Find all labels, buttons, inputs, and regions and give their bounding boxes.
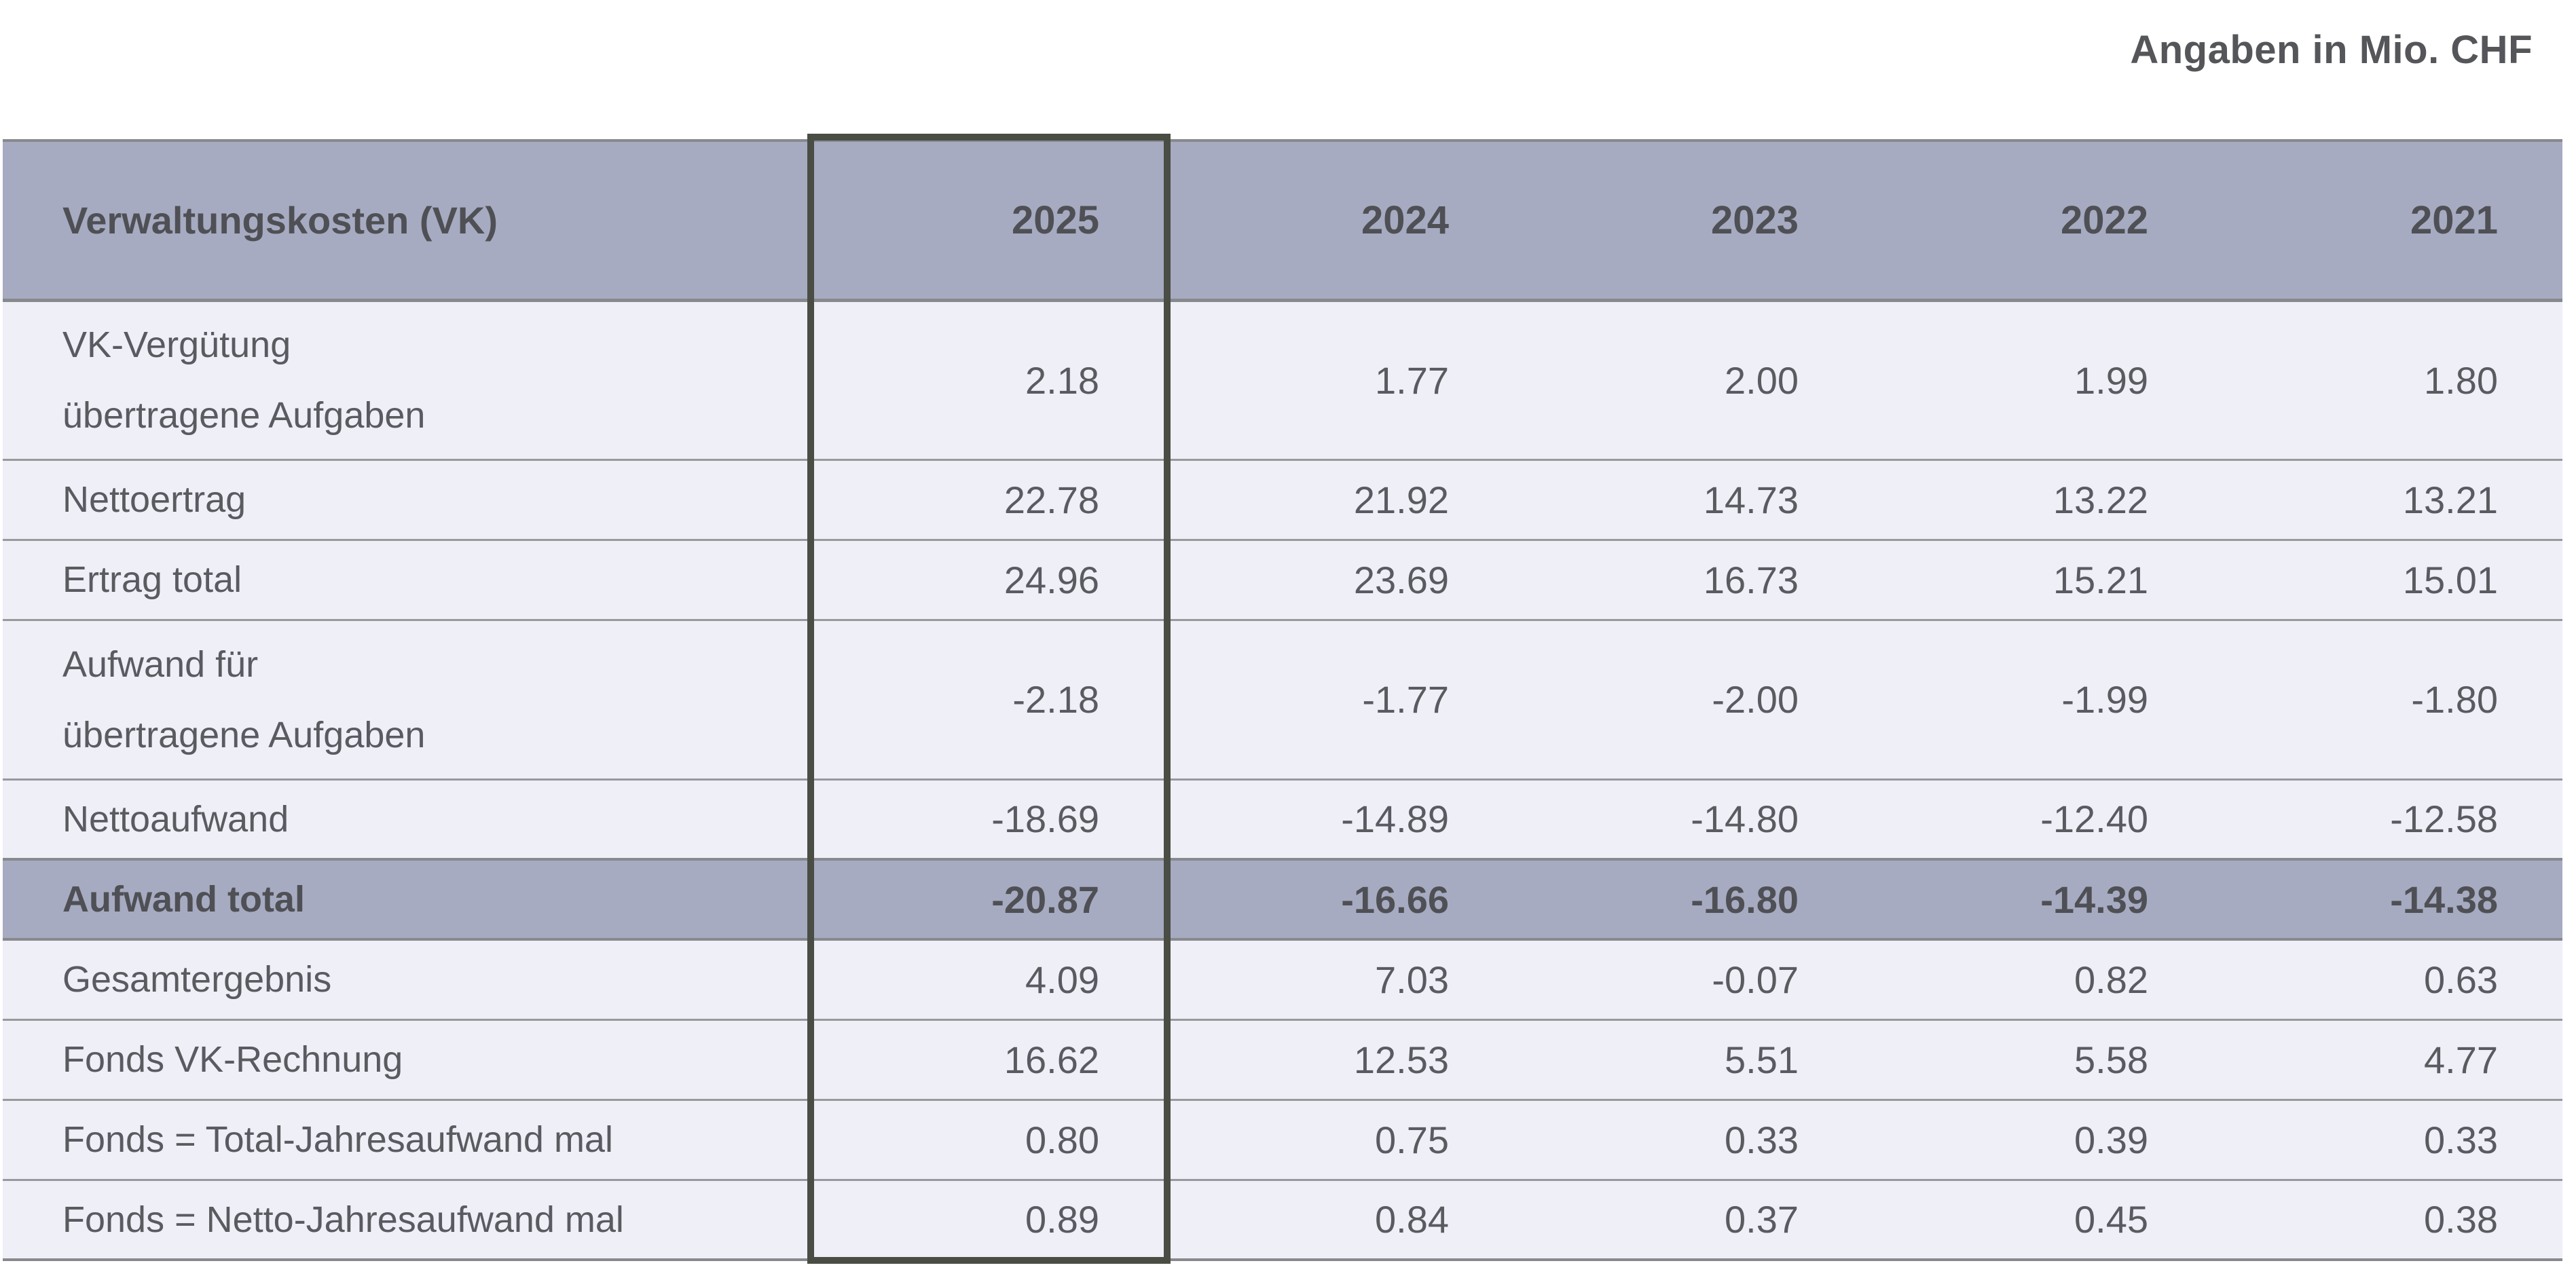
value-cell: -12.40	[1863, 778, 2213, 859]
row-label-line: Gesamtergebnis	[62, 959, 332, 1000]
year-header-2023: 2023	[1513, 140, 1863, 302]
row-label: Fonds = Netto-Jahresaufwand mal	[3, 1178, 814, 1260]
verwaltungskosten-table: Verwaltungskosten (VK) 2025 2024 2023 20…	[3, 139, 2562, 1261]
row-label-line: Aufwand total	[62, 879, 305, 920]
row-label-line: übertragene Aufgaben	[62, 714, 426, 755]
value-cell: -2.18	[814, 618, 1164, 779]
table-row-aufwand-total: Aufwand total -20.87 -16.66 -16.80 -14.3…	[3, 858, 2562, 941]
value-cell: 1.77	[1164, 299, 1513, 459]
row-label: Ertrag total	[3, 538, 814, 620]
value-cell: 12.53	[1164, 1018, 1513, 1100]
value-cell: -1.99	[1863, 618, 2213, 779]
value-cell: 16.73	[1513, 538, 1863, 620]
table-row-nettoaufwand: Nettoaufwand -18.69 -14.89 -14.80 -12.40…	[3, 778, 2562, 859]
value-cell: -2.00	[1513, 618, 1863, 779]
value-cell: 0.45	[1863, 1178, 2213, 1260]
row-label-line: Nettoaufwand	[62, 798, 289, 840]
row-label: VK-Vergütung übertragene Aufgaben	[3, 299, 814, 459]
value-cell: 0.38	[2213, 1178, 2562, 1260]
value-cell: 5.51	[1513, 1018, 1863, 1100]
value-cell: 1.99	[1863, 299, 2213, 459]
row-label-line: Ertrag total	[62, 559, 242, 600]
row-label: Aufwand für übertragene Aufgaben	[3, 618, 814, 779]
value-cell: -14.80	[1513, 778, 1863, 859]
year-header-2025: 2025	[814, 140, 1164, 302]
value-cell: 22.78	[814, 458, 1164, 540]
table-row-gesamtergebnis: Gesamtergebnis 4.09 7.03 -0.07 0.82 0.63	[3, 938, 2562, 1019]
value-cell: 2.18	[814, 299, 1164, 459]
value-cell: 23.69	[1164, 538, 1513, 620]
value-cell: 2.00	[1513, 299, 1863, 459]
value-cell: -1.77	[1164, 618, 1513, 779]
value-cell: 16.62	[814, 1018, 1164, 1100]
value-cell: 1.80	[2213, 299, 2562, 459]
value-cell: 13.21	[2213, 458, 2562, 540]
value-cell: -16.66	[1164, 858, 1513, 941]
row-label-line: Nettoertrag	[62, 479, 246, 520]
value-cell: 15.01	[2213, 538, 2562, 620]
value-cell: 4.77	[2213, 1018, 2562, 1100]
value-cell: 0.89	[814, 1178, 1164, 1260]
value-cell: 7.03	[1164, 938, 1513, 1019]
row-label: Nettoaufwand	[3, 778, 814, 859]
value-cell: 0.33	[1513, 1098, 1863, 1180]
table-row-nettoertrag: Nettoertrag 22.78 21.92 14.73 13.22 13.2…	[3, 458, 2562, 540]
row-label-line: VK-Vergütung	[62, 324, 291, 365]
value-cell: -14.38	[2213, 858, 2562, 941]
value-cell: 0.80	[814, 1098, 1164, 1180]
row-label-line: Fonds VK-Rechnung	[62, 1039, 403, 1080]
table-title-cell: Verwaltungskosten (VK)	[3, 140, 814, 302]
value-cell: 21.92	[1164, 458, 1513, 540]
value-cell: 0.63	[2213, 938, 2562, 1019]
year-header-2022: 2022	[1863, 140, 2213, 302]
row-label-line: Aufwand für	[62, 643, 259, 685]
value-cell: 15.21	[1863, 538, 2213, 620]
row-label: Gesamtergebnis	[3, 938, 814, 1019]
value-cell: 0.82	[1863, 938, 2213, 1019]
value-cell: -20.87	[814, 858, 1164, 941]
value-cell: 0.39	[1863, 1098, 2213, 1180]
row-label-line: übertragene Aufgaben	[62, 395, 426, 436]
value-cell: 14.73	[1513, 458, 1863, 540]
value-cell: -1.80	[2213, 618, 2562, 779]
value-cell: 0.75	[1164, 1098, 1513, 1180]
table-row-aufwand-fuer: Aufwand für übertragene Aufgaben -2.18 -…	[3, 618, 2562, 779]
value-cell: -12.58	[2213, 778, 2562, 859]
row-label-line: Fonds = Total-Jahresaufwand mal	[62, 1119, 613, 1160]
row-label: Fonds = Total-Jahresaufwand mal	[3, 1098, 814, 1180]
row-label: Nettoertrag	[3, 458, 814, 540]
year-header-2024: 2024	[1164, 140, 1513, 302]
table-row-fonds-vk-rechnung: Fonds VK-Rechnung 16.62 12.53 5.51 5.58 …	[3, 1018, 2562, 1100]
year-header-2021: 2021	[2213, 140, 2562, 302]
table-row-fonds-total-jahresaufwand: Fonds = Total-Jahresaufwand mal 0.80 0.7…	[3, 1098, 2562, 1180]
value-cell: -0.07	[1513, 938, 1863, 1019]
value-cell: 13.22	[1863, 458, 2213, 540]
value-cell: 0.33	[2213, 1098, 2562, 1180]
value-cell: 0.84	[1164, 1178, 1513, 1260]
value-cell: 4.09	[814, 938, 1164, 1019]
value-cell: -14.39	[1863, 858, 2213, 941]
units-note: Angaben in Mio. CHF	[2130, 28, 2533, 72]
value-cell: 5.58	[1863, 1018, 2213, 1100]
value-cell: -16.80	[1513, 858, 1863, 941]
table-row-vk-verguetung: VK-Vergütung übertragene Aufgaben 2.18 1…	[3, 299, 2562, 459]
table-header-row: Verwaltungskosten (VK) 2025 2024 2023 20…	[3, 140, 2562, 302]
value-cell: -18.69	[814, 778, 1164, 859]
row-label: Aufwand total	[3, 858, 814, 941]
table-row-ertrag-total: Ertrag total 24.96 23.69 16.73 15.21 15.…	[3, 538, 2562, 620]
value-cell: -14.89	[1164, 778, 1513, 859]
value-cell: 24.96	[814, 538, 1164, 620]
row-label: Fonds VK-Rechnung	[3, 1018, 814, 1100]
value-cell: 0.37	[1513, 1178, 1863, 1260]
row-label-line: Fonds = Netto-Jahresaufwand mal	[62, 1199, 624, 1240]
table-row-fonds-netto-jahresaufwand: Fonds = Netto-Jahresaufwand mal 0.89 0.8…	[3, 1178, 2562, 1260]
